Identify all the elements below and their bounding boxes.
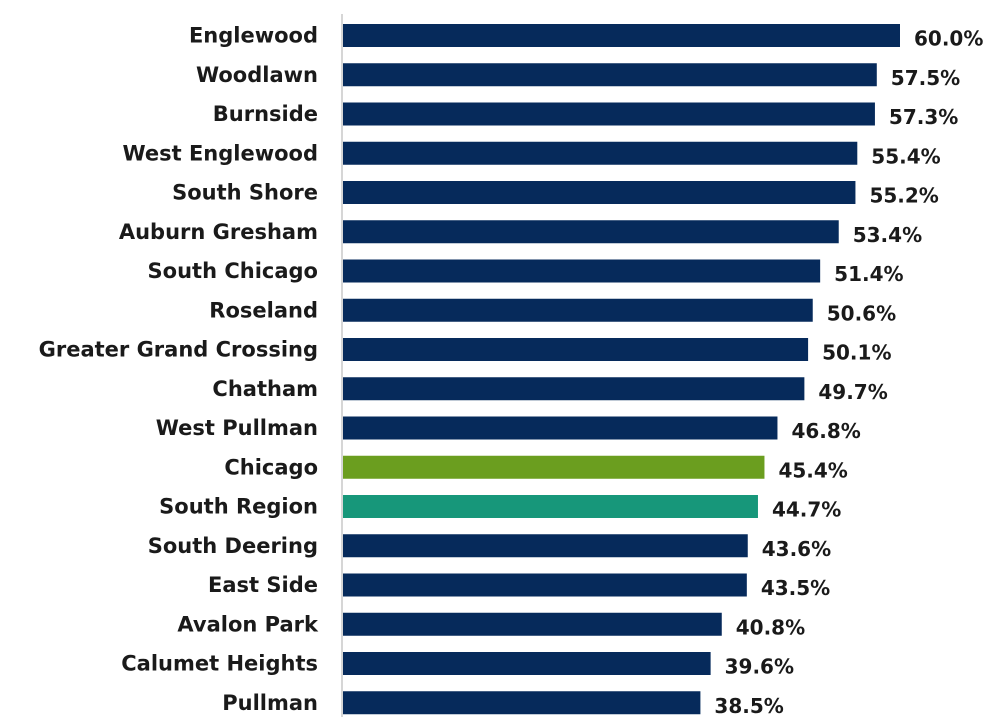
bar-greater-grand-crossing (343, 338, 809, 361)
value-label-east-side: 43.5% (761, 576, 830, 600)
value-label-burnside: 57.3% (889, 105, 958, 129)
category-label-south-deering: South Deering (148, 534, 318, 558)
bar-avalon-park (343, 612, 722, 636)
value-label-south-deering: 43.6% (762, 537, 831, 561)
category-label-greater-grand-crossing: Greater Grand Crossing (39, 338, 318, 362)
bar-south-deering (343, 534, 748, 558)
value-label-south-shore: 55.2% (869, 184, 938, 208)
category-label-pullman: Pullman (222, 691, 318, 715)
bar-west-englewood (343, 141, 858, 165)
bar-woodlawn (343, 63, 877, 87)
bar-calumet-heights (343, 652, 711, 675)
value-labels-group: 60.0% 57.5% 57.3% 55.4% 55.2% 53.4% 51.4% 50.6%… (714, 27, 983, 717)
value-label-south-region: 44.7% (772, 498, 841, 522)
value-label-avalon-park: 40.8% (736, 615, 805, 639)
value-label-greater-grand-crossing: 50.1% (822, 341, 891, 365)
bar-east-side (343, 573, 747, 597)
value-label-calumet-heights: 39.6% (725, 655, 794, 679)
bar-englewood (343, 24, 900, 47)
value-label-west-englewood: 55.4% (871, 144, 940, 168)
category-label-south-chicago: South Chicago (148, 259, 318, 283)
bar-burnside (343, 102, 875, 126)
bar-west-pullman (343, 416, 778, 440)
bar-roseland (343, 298, 813, 322)
category-label-south-shore: South Shore (172, 181, 318, 205)
category-label-auburn-gresham: Auburn Gresham (119, 220, 318, 244)
bar-pullman (343, 691, 701, 715)
value-label-west-pullman: 46.8% (791, 419, 860, 443)
bars-group (343, 24, 900, 715)
bar-south-region (343, 495, 758, 518)
bar-south-shore (343, 181, 856, 204)
category-label-roseland: Roseland (209, 298, 318, 322)
value-label-auburn-gresham: 53.4% (853, 223, 922, 247)
value-label-chatham: 49.7% (818, 380, 887, 404)
bar-chicago (343, 455, 765, 479)
value-label-pullman: 38.5% (714, 694, 783, 717)
category-label-englewood: Englewood (189, 24, 318, 48)
bar-south-chicago (343, 259, 821, 283)
value-label-chicago: 45.4% (778, 458, 847, 482)
category-labels-group: Englewood Woodlawn Burnside West Englewood S… (39, 24, 319, 715)
value-label-woodlawn: 57.5% (891, 66, 960, 90)
bar-chatham (343, 377, 805, 401)
bar-auburn-gresham (343, 220, 839, 244)
category-label-chatham: Chatham (212, 377, 318, 401)
category-label-west-pullman: West Pullman (156, 416, 318, 440)
category-label-south-region: South Region (159, 495, 318, 519)
value-label-roseland: 50.6% (827, 301, 896, 325)
category-label-woodlawn: Woodlawn (196, 63, 318, 87)
category-label-burnside: Burnside (213, 102, 318, 126)
category-label-avalon-park: Avalon Park (177, 612, 319, 636)
value-label-englewood: 60.0% (914, 27, 983, 51)
category-label-calumet-heights: Calumet Heights (121, 652, 318, 676)
category-label-west-englewood: West Englewood (122, 141, 318, 165)
value-label-south-chicago: 51.4% (834, 262, 903, 286)
category-label-east-side: East Side (208, 573, 318, 597)
category-label-chicago: Chicago (224, 455, 318, 479)
